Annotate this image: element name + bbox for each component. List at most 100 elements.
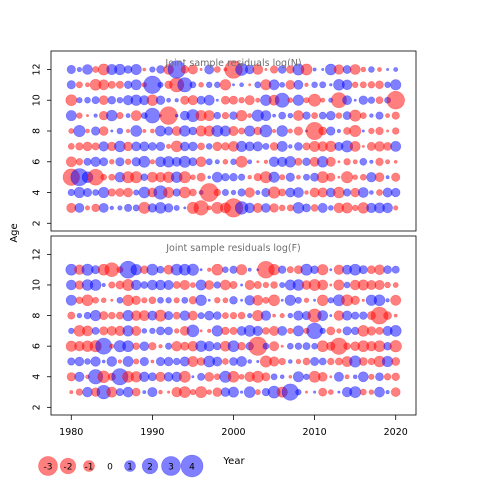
legend-label: 3	[168, 463, 174, 473]
y-tick-label: 2	[32, 404, 43, 410]
residual-bubble	[313, 390, 317, 394]
residual-bubble	[166, 143, 172, 149]
residual-bubble	[115, 157, 125, 167]
residual-bubble	[214, 159, 220, 165]
residual-bubble	[230, 189, 237, 196]
residual-bubble	[377, 67, 382, 72]
residual-bubble	[310, 356, 320, 366]
residual-bubble	[268, 79, 280, 91]
residual-bubble	[213, 342, 222, 351]
residual-bubble	[99, 157, 109, 167]
residual-bubble	[130, 63, 142, 76]
residual-bubble	[89, 279, 102, 291]
residual-bubble	[262, 281, 270, 289]
residual-bubble	[74, 371, 85, 382]
residual-bubble	[179, 141, 190, 152]
residual-bubble	[390, 387, 401, 397]
residual-bubble	[343, 281, 351, 289]
residual-bubble	[336, 328, 342, 334]
residual-bubble	[303, 297, 310, 303]
residual-bubble	[334, 357, 343, 366]
residual-bubble	[236, 264, 248, 276]
residual-bubble	[149, 159, 156, 165]
residual-bubble	[383, 265, 392, 275]
residual-bubble	[174, 328, 180, 334]
bubble-series	[65, 260, 402, 401]
residual-bubble	[204, 310, 215, 321]
residual-bubble	[148, 342, 157, 351]
residual-bubble	[147, 387, 158, 398]
residual-bubble	[319, 327, 326, 335]
legend: -3 -2 -1 0 1 2 3 4	[38, 454, 204, 478]
residual-bubble	[126, 128, 131, 134]
residual-bubble	[106, 109, 118, 122]
residual-bubble	[228, 125, 239, 137]
panel-title: Joint sample residuals log(N)	[164, 58, 301, 69]
residual-bubble	[366, 326, 377, 336]
residual-bubble	[173, 204, 180, 211]
residual-bubble	[68, 327, 75, 335]
residual-bubble	[229, 95, 238, 105]
residual-bubble	[75, 158, 84, 166]
residual-bubble	[374, 386, 385, 398]
residual-bubble	[343, 342, 351, 350]
x-tick-label: 2010	[303, 427, 327, 438]
residual-bubble	[197, 312, 205, 320]
residual-bubble	[178, 386, 191, 398]
residual-bubble	[82, 187, 93, 198]
residual-bubble	[133, 189, 140, 196]
residual-bubble	[207, 328, 212, 334]
residual-bubble	[302, 173, 310, 181]
residual-bubble	[240, 390, 244, 394]
residual-bubble	[139, 356, 149, 367]
residual-bubble	[229, 311, 238, 320]
residual-bubble	[374, 279, 385, 291]
panel-logN: Joint sample residuals log(N) 2 4 6 8 10 12	[32, 50, 417, 232]
residual-bubble	[147, 372, 157, 382]
residual-bubble	[98, 79, 110, 91]
residual-bubble	[178, 186, 191, 199]
residual-bubble	[148, 296, 157, 305]
residual-bubble	[294, 157, 303, 166]
residual-bubble	[220, 95, 230, 105]
residual-bubble	[375, 111, 384, 120]
residual-bubble	[163, 356, 174, 367]
residual-bubble	[204, 280, 215, 290]
residual-bubble	[172, 311, 181, 320]
residual-bubble	[376, 189, 383, 196]
residual-bubble	[272, 313, 276, 318]
residual-bubble	[382, 187, 393, 198]
residual-bubble	[384, 281, 391, 289]
residual-bubble	[116, 111, 124, 120]
residual-bubble	[279, 374, 285, 380]
residual-bubble	[108, 173, 116, 181]
residual-bubble	[156, 265, 165, 274]
residual-bubble	[369, 113, 374, 118]
residual-bubble	[84, 358, 91, 365]
panel-title: Joint sample residuals log(F)	[165, 243, 301, 254]
y-tick-label: 8	[32, 128, 43, 134]
residual-bubble	[213, 281, 221, 289]
residual-bubble	[157, 296, 164, 304]
residual-bubble	[317, 294, 329, 306]
residual-bubble	[304, 390, 308, 394]
residual-bubble	[187, 310, 198, 321]
residual-bubble	[204, 371, 215, 382]
residual-bubble	[368, 127, 375, 135]
residual-bubble	[240, 283, 244, 287]
residual-bubble	[73, 124, 86, 138]
residual-bubble	[238, 373, 245, 380]
residual-bubble	[343, 188, 352, 197]
residual-bubble	[317, 202, 328, 213]
residual-bubble	[93, 113, 98, 118]
residual-bubble	[255, 189, 261, 196]
residual-bubble	[375, 372, 384, 382]
residual-bubble	[385, 159, 391, 165]
residual-bubble	[374, 172, 385, 183]
residual-bubble	[67, 188, 75, 197]
residual-bubble	[311, 112, 319, 120]
residual-bubble	[195, 294, 207, 306]
residual-bubble	[101, 282, 106, 288]
residual-bubble	[189, 282, 196, 288]
residual-bubble	[98, 186, 110, 199]
